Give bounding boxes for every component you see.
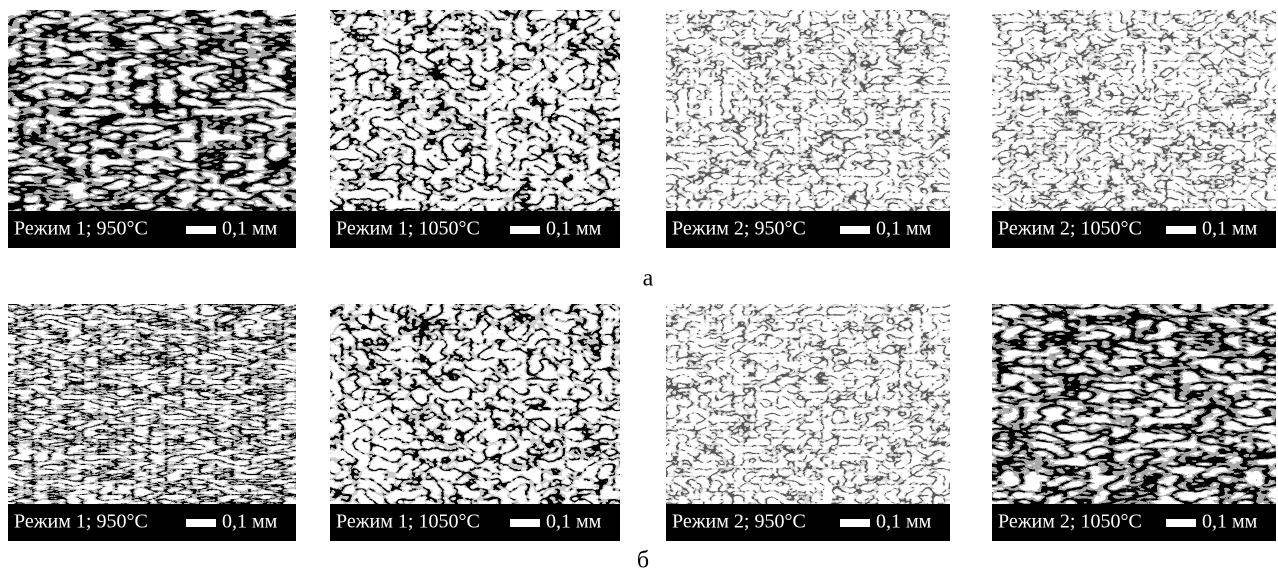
scale-bar — [186, 519, 216, 527]
caption-bar — [8, 211, 296, 248]
scale-label: 0,1 мм — [1202, 218, 1258, 240]
micrograph — [8, 304, 296, 541]
caption-bar — [666, 211, 950, 248]
caption: Режим 1; 1050°C — [336, 511, 480, 533]
scale-label: 0,1 мм — [222, 511, 278, 533]
scale-label: 0,1 мм — [876, 218, 932, 240]
scale-label: 0,1 мм — [1202, 511, 1258, 533]
scale-label: 0,1 мм — [222, 218, 278, 240]
caption: Режим 1; 950°C — [14, 511, 148, 533]
micrograph — [992, 304, 1276, 541]
caption: Режим 2; 950°C — [672, 218, 806, 240]
micrograph — [666, 304, 950, 541]
scale-bar — [1166, 519, 1196, 527]
micrograph — [8, 10, 296, 248]
caption-bar — [330, 211, 620, 248]
scale-label: 0,1 мм — [546, 218, 602, 240]
scale-bar — [840, 519, 870, 527]
scale-bar — [510, 519, 540, 527]
micrograph — [666, 10, 950, 248]
micrograph — [992, 10, 1276, 248]
caption-bar — [992, 504, 1276, 541]
caption: Режим 1; 1050°C — [336, 218, 480, 240]
caption-bar — [992, 211, 1276, 248]
scale-bar — [1166, 226, 1196, 234]
caption: Режим 2; 950°C — [672, 511, 806, 533]
caption: Режим 2; 1050°C — [998, 218, 1142, 240]
caption-bar — [666, 504, 950, 541]
scale-bar — [186, 226, 216, 234]
micrograph — [330, 10, 620, 248]
micrograph — [330, 304, 620, 541]
caption: Режим 2; 1050°C — [998, 511, 1142, 533]
caption-bar — [330, 504, 620, 541]
scale-bar — [510, 226, 540, 234]
caption: Режим 1; 950°C — [14, 218, 148, 240]
scale-bar — [840, 226, 870, 234]
row-label: б — [637, 548, 649, 574]
scale-label: 0,1 мм — [876, 511, 932, 533]
caption-bar — [8, 504, 296, 541]
scale-label: 0,1 мм — [546, 511, 602, 533]
row-label: а — [643, 266, 654, 292]
